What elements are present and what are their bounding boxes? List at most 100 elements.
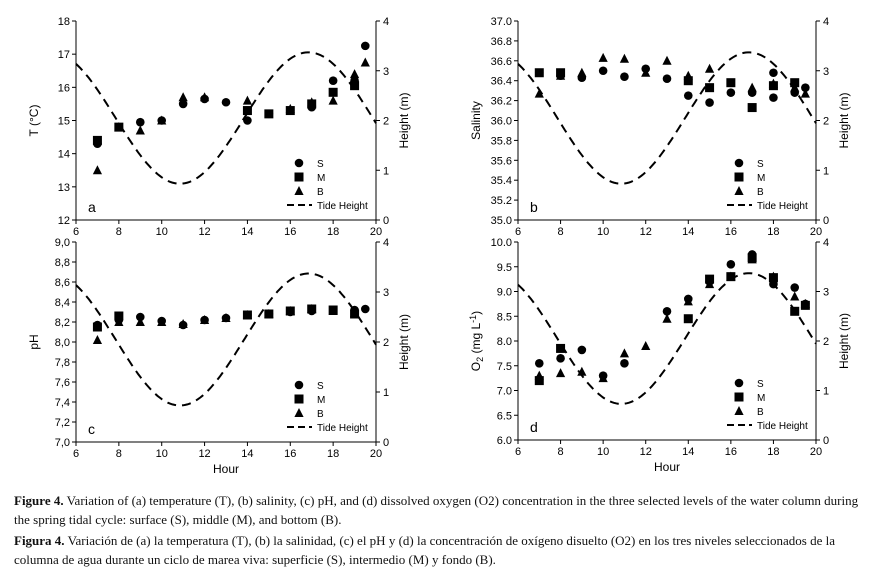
caption-spanish-text: Variación de (a) la temperatura (T), (b)… [14,533,835,567]
y2-tick-label: 4 [823,16,829,28]
data-point-b [790,291,800,301]
legend-label: S [317,159,324,170]
data-point-b [92,165,103,175]
legend-label: B [317,409,324,420]
y-tick-label: 7,8 [55,357,70,369]
y2-tick-label: 3 [823,287,829,299]
y2-tick-label: 2 [383,337,389,349]
panel-c: 6 8 10 12 14 16 18 207,07,27,47,67,88,08,28,48,… [27,237,411,476]
data-point-b [92,335,103,344]
data-point-m [328,87,338,97]
y2-tick-label: 2 [823,116,829,128]
data-point-m [556,343,566,353]
data-point-s [662,74,672,84]
x-tick-label: 20 [370,226,382,238]
legend-label: S [757,159,764,170]
caption-english-label: Figure 4. [14,493,64,508]
legend-label: Tide Height [757,201,808,212]
y-tick-label: 16 [58,82,70,94]
data-point-b [242,310,253,319]
legend-marker-s [294,158,304,168]
legend-marker-s [294,380,304,390]
y2-tick-label: 0 [823,435,829,447]
data-point-b [577,67,587,77]
y2-axis-label: Height (m) [837,313,851,369]
y-tick-label: 18 [58,16,70,28]
y2-tick-label: 2 [383,116,389,128]
data-point-b [135,317,145,326]
data-point-b [768,271,779,281]
y-tick-label: 35.4 [491,175,512,187]
panel-letter: c [88,421,95,437]
x-tick-label: 12 [198,226,210,238]
data-point-m [790,306,800,316]
legend-label: Tide Height [317,201,368,212]
y2-axis-label: Height (m) [837,92,851,148]
y-tick-label: 12 [58,215,70,227]
y2-tick-label: 2 [823,336,829,348]
data-point-s [328,76,338,85]
legend-label: M [317,173,325,184]
panel-letter: d [530,419,538,435]
x-tick-label: 16 [284,226,296,238]
data-point-s [726,88,736,97]
data-point-b [662,313,672,323]
legend-label: Tide Height [317,423,368,434]
y-tick-label: 6.0 [497,435,512,447]
data-point-s [598,66,608,76]
y-tick-label: 13 [58,182,70,194]
y2-tick-label: 1 [383,165,389,177]
legend-marker-b [734,406,744,415]
y2-axis-label: Height (m) [397,92,411,148]
y-tick-label: 35.0 [491,215,512,227]
legend-marker-b [294,408,304,417]
data-point-b [157,115,167,125]
data-point-s [360,304,370,314]
y-axis-label: T (°C) [27,105,41,137]
x-tick-label: 14 [241,448,253,460]
data-point-b [349,308,360,317]
caption-english: Figure 4. Variation of (a) temperature (… [14,491,864,529]
data-point-m [264,109,274,119]
data-point-b [360,57,370,67]
legend-marker-s [734,378,744,388]
data-point-m [726,78,736,88]
x-axis-label: Hour [654,460,680,474]
data-point-m [242,106,252,116]
y-tick-label: 8,6 [55,277,70,289]
data-point-s [620,358,629,368]
x-tick-label: 16 [725,226,737,238]
data-point-b [264,309,274,318]
y-tick-label: 36.4 [491,76,512,88]
data-point-b [328,306,338,315]
data-point-s [577,345,587,355]
x-tick-label: 6 [73,226,79,238]
data-point-m [350,81,360,91]
y-tick-label: 35.6 [491,155,512,167]
x-tick-label: 10 [156,226,168,238]
data-point-b [199,315,210,324]
y2-tick-label: 3 [383,287,389,299]
x-tick-label: 20 [370,448,382,460]
y2-tick-label: 4 [383,237,389,249]
data-point-b [683,70,693,80]
y-tick-label: 7.0 [497,386,512,398]
x-tick-label: 6 [73,448,79,460]
data-point-b [704,279,715,289]
data-point-s [178,99,188,109]
x-tick-label: 12 [198,448,210,460]
data-point-m [747,103,757,113]
data-point-s [801,83,810,92]
x-tick-label: 12 [640,446,652,458]
data-point-b [619,348,630,358]
y-tick-label: 8,4 [55,297,70,309]
data-point-s [243,116,252,125]
y-tick-label: 37.0 [491,16,512,28]
data-point-s [662,307,672,316]
data-point-s [790,283,800,292]
data-point-b [577,366,587,376]
tide-height-curve [75,272,377,407]
data-point-b [768,78,779,88]
y-tick-label: 8,8 [55,257,70,269]
data-point-s [726,259,736,269]
